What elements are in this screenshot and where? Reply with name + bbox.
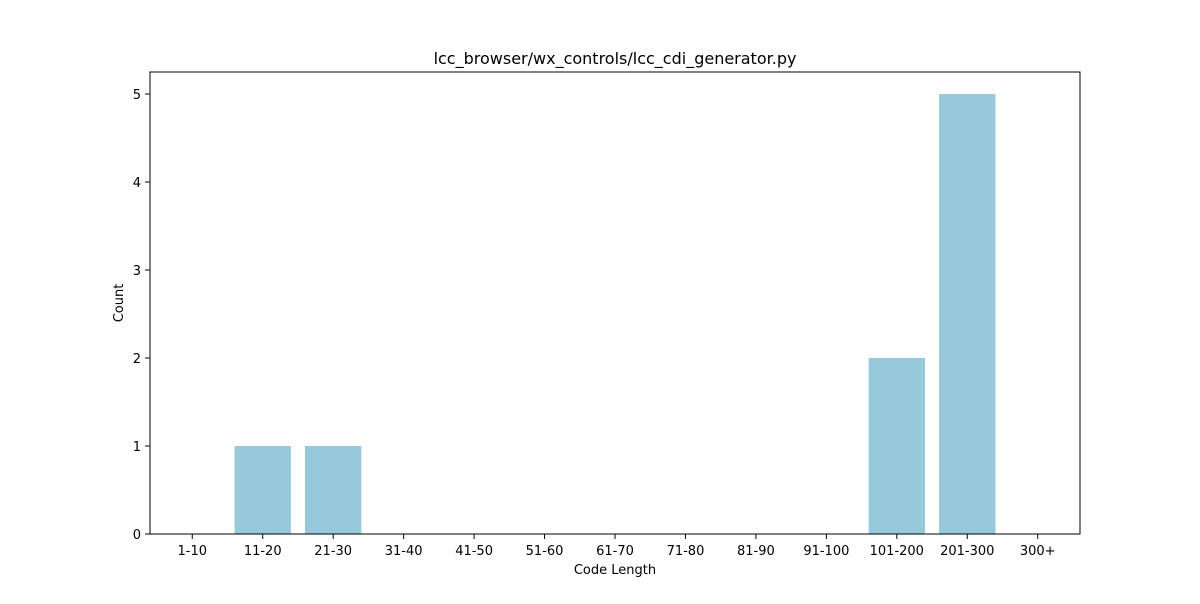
bar-11-20 <box>234 446 291 534</box>
y-tick-label: 2 <box>133 352 141 367</box>
x-tick-label: 91-100 <box>803 544 849 559</box>
x-tick-label: 201-300 <box>940 544 994 559</box>
x-axis-label: Code Length <box>574 563 656 578</box>
x-tick-label: 31-40 <box>385 544 423 559</box>
bar-201-300 <box>939 94 996 534</box>
y-tick-label: 4 <box>133 176 141 191</box>
chart-title: lcc_browser/wx_controls/lcc_cdi_generato… <box>434 49 797 69</box>
y-tick-label: 3 <box>133 264 141 279</box>
x-tick-label: 1-10 <box>178 544 208 559</box>
x-tick-label: 81-90 <box>737 544 775 559</box>
x-tick-label: 51-60 <box>526 544 564 559</box>
bars-layer <box>234 94 996 534</box>
x-tick-label: 71-80 <box>667 544 705 559</box>
x-tick-label: 41-50 <box>455 544 493 559</box>
x-tick-label: 11-20 <box>244 544 282 559</box>
axes-layer: 1-10 11-20 21-30 31-40 41-50 51-60 61-70 71-80 8… <box>133 71 1081 559</box>
x-tick-label: 101-200 <box>870 544 924 559</box>
y-tick-label: 0 <box>133 528 141 543</box>
x-tick-label: 21-30 <box>314 544 352 559</box>
x-tick-label: 300+ <box>1020 544 1056 559</box>
bar-21-30 <box>305 446 362 534</box>
y-axis-label: Count <box>112 284 127 323</box>
y-tick-label: 1 <box>133 440 141 455</box>
x-tick-label: 61-70 <box>596 544 634 559</box>
bar-101-200 <box>868 358 925 534</box>
y-tick-label: 5 <box>133 88 141 103</box>
